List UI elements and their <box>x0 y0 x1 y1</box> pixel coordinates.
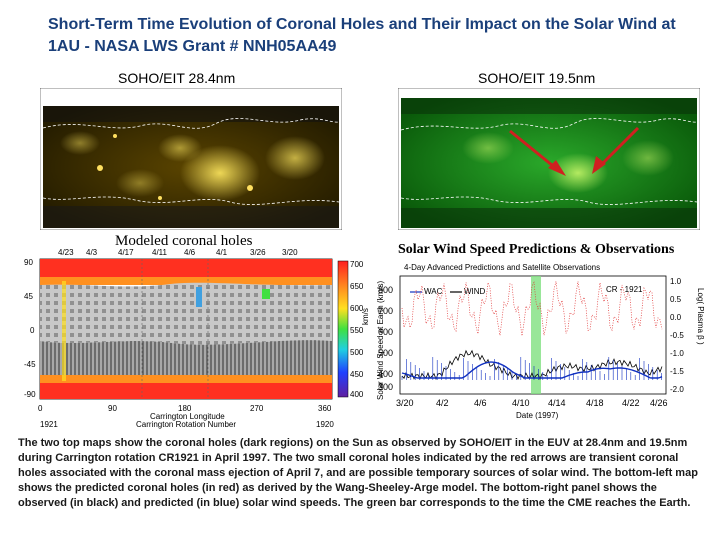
speed-y-tick: 400 <box>378 369 393 379</box>
red-arrow-right-head <box>592 156 606 174</box>
speed-x-ticks: 3/20 4/2 4/6 4/10 4/14 4/18 4/22 4/26 <box>396 398 668 408</box>
speed-chart: 4-Day Advanced Predictions and Satellite… <box>374 258 704 430</box>
red-arrow-left-head <box>548 160 566 176</box>
speed-x-tick: 4/18 <box>586 398 604 408</box>
speed-y2-ticks: 1.0 0.5 0.0 -0.5 -1.0 -1.5 -2.0 <box>670 277 684 394</box>
figure-caption: The two top maps show the coronal holes … <box>18 437 698 509</box>
speed-chart-subtitle: 4-Day Advanced Predictions and Satellite… <box>404 263 600 272</box>
legend-wac: WAC <box>424 287 443 296</box>
model-top-date: 4/6 <box>184 248 196 257</box>
modeled-map: 4/23 4/3 4/17 4/11 4/6 4/1 3/26 3/20 90 … <box>24 248 370 429</box>
red-arrow-right <box>598 126 640 168</box>
colorbar-unit: km/s <box>361 308 370 325</box>
eit-195-map <box>398 88 700 230</box>
model-x-axis-sublabel: Carrington Rotation Number <box>136 420 236 429</box>
model-top-date: 4/3 <box>86 248 98 257</box>
model-top-date: 4/1 <box>216 248 228 257</box>
model-top-dates: 4/23 4/3 4/17 4/11 4/6 4/1 3/26 3/20 <box>58 248 298 257</box>
observed-speed-trace <box>401 349 663 381</box>
speed-y-tick: 700 <box>378 306 393 316</box>
speed-y2-tick: -1.0 <box>670 349 684 358</box>
modeled-coronal-holes-label: Modeled coronal holes <box>115 233 253 249</box>
colorbar-tick: 600 <box>350 304 364 313</box>
cr-label: CR - 1921 <box>606 285 643 294</box>
speed-x-tick: 4/10 <box>512 398 530 408</box>
legend-wind: WIND <box>464 287 486 296</box>
speed-y2-tick: 0.5 <box>670 295 682 304</box>
model-x-tick: 180 <box>178 404 192 413</box>
speed-y2-tick: -1.5 <box>670 367 684 376</box>
eit-195-label: SOHO/EIT 19.5nm <box>478 70 596 86</box>
model-x-tick: 0 <box>38 404 43 413</box>
speed-y2-tick: 0.0 <box>670 313 682 322</box>
speed-y-tick: 300 <box>378 382 393 392</box>
speed-series <box>401 281 663 381</box>
model-x-tick: 270 <box>250 404 264 413</box>
model-y-tick: 90 <box>24 258 33 267</box>
model-top-date: 3/20 <box>282 248 298 257</box>
model-y-tick: -90 <box>24 390 36 399</box>
model-colorbar <box>337 260 349 398</box>
model-x-tick: 90 <box>108 404 117 413</box>
colorbar-tick: 650 <box>350 282 364 291</box>
model-y-tick: -45 <box>24 360 36 369</box>
speed-chart-title: Solar Wind Speed Predictions & Observati… <box>398 242 675 257</box>
model-top-date: 4/17 <box>118 248 134 257</box>
predicted-speed-trace <box>401 361 663 379</box>
model-y-ticks: 90 45 0 -45 -90 <box>24 258 36 399</box>
model-x-tick: 360 <box>318 404 332 413</box>
model-top-date: 4/23 <box>58 248 74 257</box>
speed-y2-tick: -2.0 <box>670 385 684 394</box>
speed-y-tick: 600 <box>378 327 393 337</box>
speed-y-ticks: 800 700 600 500 400 300 <box>378 285 393 392</box>
model-y-tick: 0 <box>30 326 35 335</box>
model-map-field <box>39 258 333 400</box>
speed-x-tick: 3/20 <box>396 398 414 408</box>
colorbar-tick: 550 <box>350 326 364 335</box>
speed-x-tick: 4/14 <box>548 398 566 408</box>
colorbar-tick: 500 <box>350 348 364 357</box>
speed-y2-tick: -0.5 <box>670 331 684 340</box>
model-rotation-right: 1920 <box>316 420 334 429</box>
speed-x-tick: 4/6 <box>474 398 487 408</box>
model-x-axis-label: Carrington Longitude <box>150 412 225 421</box>
cme-green-bar <box>531 276 541 394</box>
speed-x-tick: 4/22 <box>622 398 640 408</box>
speed-y-tick: 500 <box>378 348 393 358</box>
speed-y-axis-label-wrap: Solar Wind Speed at Earth (km/s) <box>374 262 386 402</box>
red-arrow-left <box>509 129 559 172</box>
speed-x-tick: 4/26 <box>650 398 668 408</box>
model-rotation-left: 1921 <box>40 420 58 429</box>
eit-284-label: SOHO/EIT 28.4nm <box>118 70 236 86</box>
model-top-date: 4/11 <box>152 248 168 257</box>
eit-284-map <box>40 88 342 230</box>
page-title: Short-Term Time Evolution of Coronal Hol… <box>48 16 676 55</box>
colorbar-ticks: 700 650 600 550 500 450 400 <box>350 260 364 399</box>
colorbar-tick: 450 <box>350 370 364 379</box>
colorbar-tick: 700 <box>350 260 364 269</box>
model-x-ticks: 0 90 180 270 360 <box>38 404 332 413</box>
speed-y2-tick: 1.0 <box>670 277 682 286</box>
speed-x-axis-label: Date (1997) <box>516 411 559 420</box>
speed-y2-axis-label: Log( Plasma β ) <box>696 288 704 345</box>
model-y-tick: 45 <box>24 292 33 301</box>
colorbar-tick: 400 <box>350 390 364 399</box>
speed-y-tick: 800 <box>378 285 393 295</box>
speed-y-axis-label: Solar Wind Speed at Earth (km/s) <box>376 281 385 400</box>
model-top-date: 3/26 <box>250 248 266 257</box>
speed-x-tick: 4/2 <box>436 398 449 408</box>
